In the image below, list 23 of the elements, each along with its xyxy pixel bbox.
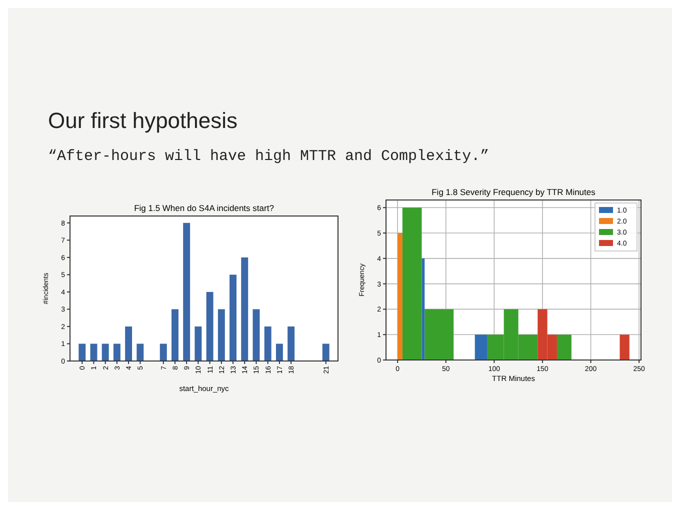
bar — [206, 292, 214, 361]
bar — [125, 326, 132, 361]
text: “After-hours will have high MTTR and Complexity.” — [48, 148, 490, 165]
bar — [78, 344, 86, 361]
bar — [288, 326, 295, 361]
bar — [252, 309, 260, 361]
bar — [218, 309, 225, 361]
bar — [194, 326, 202, 361]
bar — [113, 344, 120, 361]
bar — [102, 344, 109, 361]
bar — [172, 309, 178, 361]
chart-title: Fig 1.5 When do S4A incidents start? — [134, 203, 274, 213]
bar — [90, 344, 98, 361]
bar — [264, 326, 272, 361]
text: Our first hypothesis — [48, 108, 238, 133]
bar — [322, 344, 330, 361]
bar — [230, 274, 236, 361]
bar — [183, 222, 190, 361]
chart-title: Fig 1.8 Severity Frequency by TTR Minutes — [432, 187, 596, 197]
bar — [276, 344, 283, 361]
bar — [160, 344, 167, 361]
bar — [136, 344, 144, 361]
bar — [241, 257, 248, 361]
